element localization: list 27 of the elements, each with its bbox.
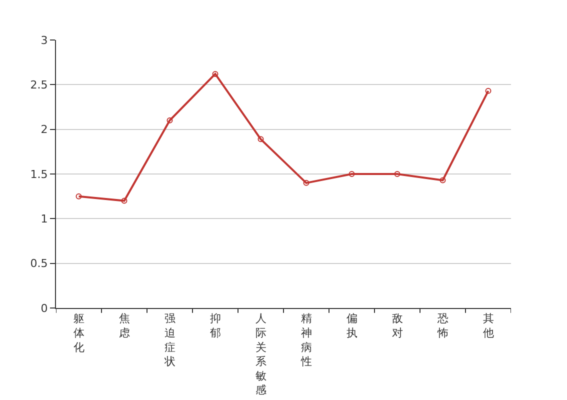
x-tick-label: 强迫症状 [163, 312, 176, 368]
x-tick-label: 恐怖 [436, 312, 448, 340]
x-tick-label: 焦虑 [118, 312, 130, 340]
x-tick-label: 躯体化 [73, 312, 84, 354]
x-tick-label: 敌对 [392, 312, 403, 340]
y-tick-label: 2 [40, 123, 48, 136]
x-tick-label: 偏执 [346, 312, 358, 340]
point [440, 177, 446, 184]
x-tick-label: 人际关系敏感 [255, 312, 266, 397]
y-tick-label: 1.5 [30, 168, 48, 181]
point [258, 136, 264, 142]
x-tick-label: 抑郁 [210, 312, 221, 340]
point [348, 171, 355, 177]
point [121, 198, 128, 204]
y-tick-label: 0.5 [30, 257, 48, 270]
point [76, 193, 82, 200]
y-tick-label: 3 [40, 34, 48, 47]
point [303, 180, 310, 186]
point [485, 88, 492, 94]
y-tick-label: 0 [40, 302, 48, 315]
point [212, 70, 218, 77]
point [166, 117, 173, 124]
y-tick-label: 1 [40, 212, 48, 226]
point [394, 171, 400, 177]
x-tick-label: 其他 [482, 312, 494, 340]
x-tick-label: 精神病性 [300, 312, 312, 368]
y-tick-label: 2.5 [30, 78, 48, 92]
